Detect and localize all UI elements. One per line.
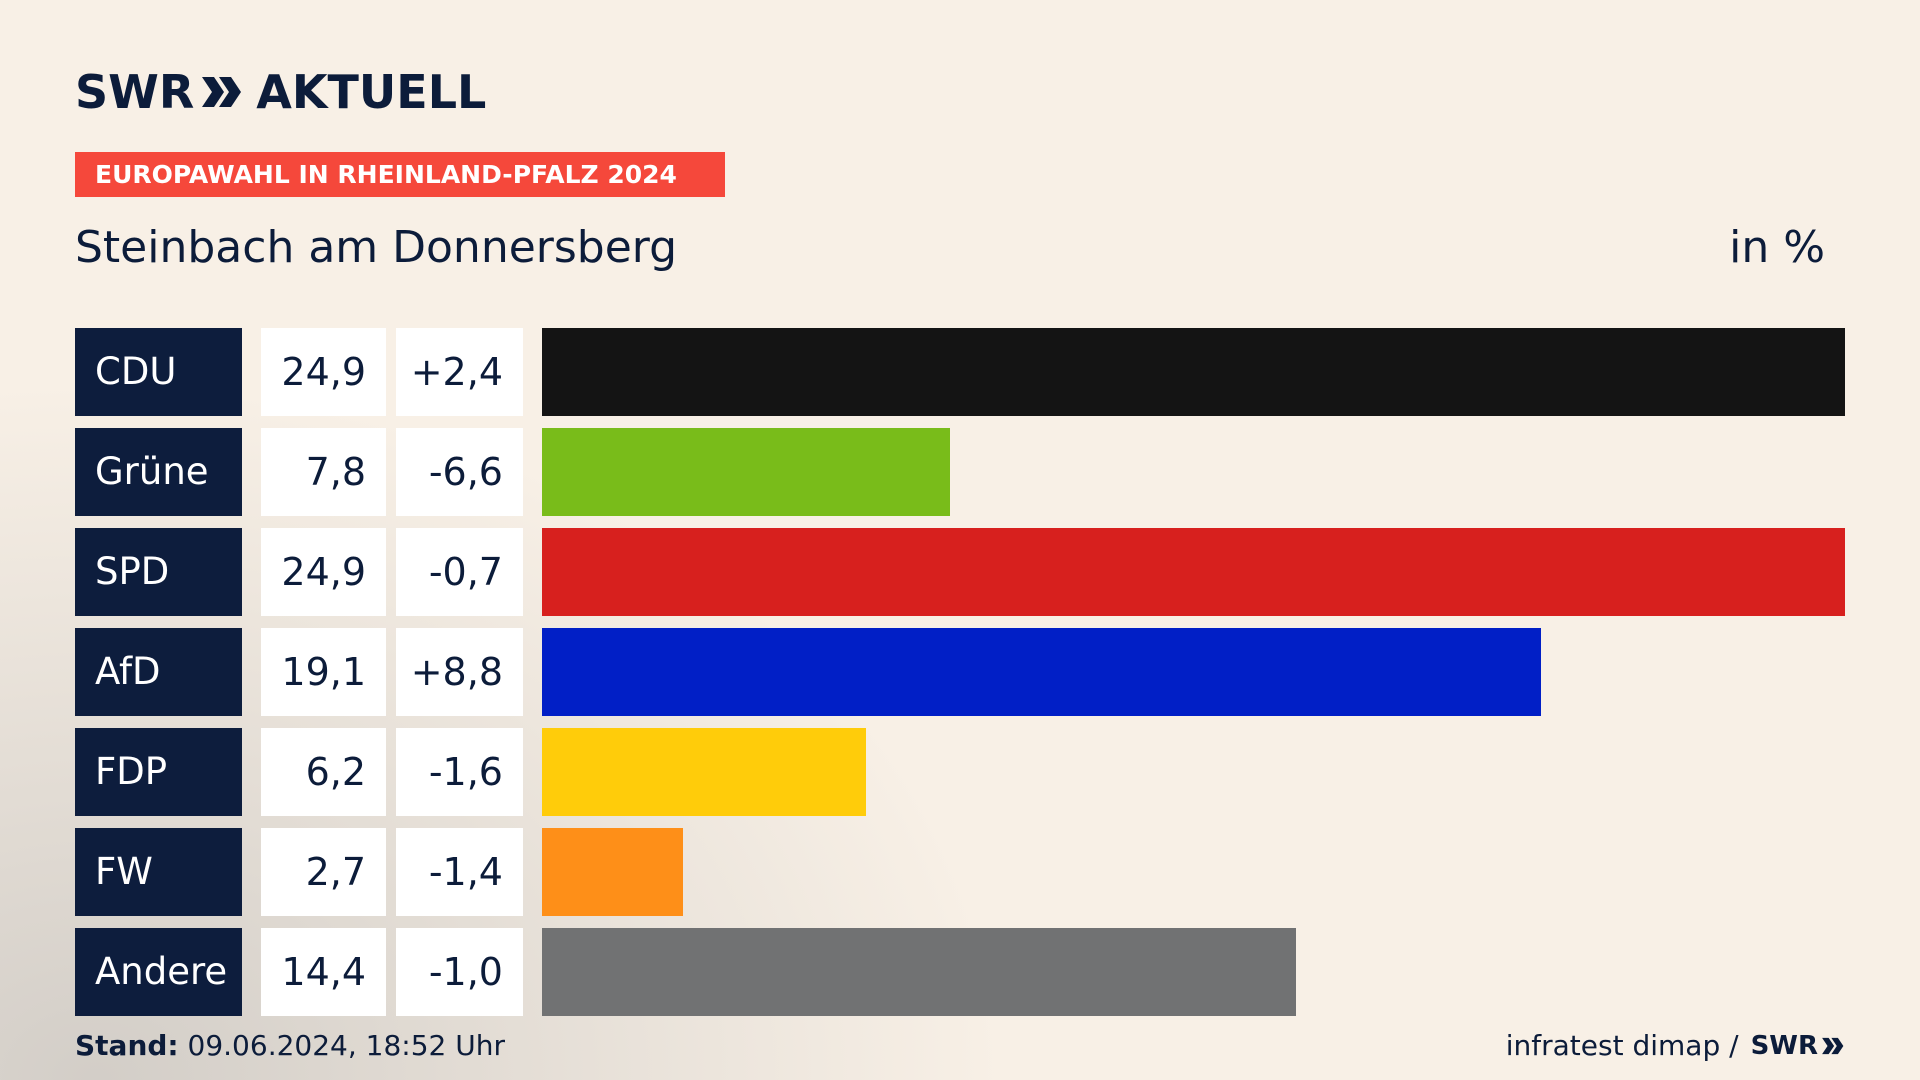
- diff-label: -1,6: [396, 728, 523, 816]
- timestamp: Stand: 09.06.2024, 18:52 Uhr: [75, 1028, 505, 1064]
- swr-small-logo: SWR: [1751, 1028, 1845, 1064]
- result-row: AfD 19,1 +8,8: [75, 628, 1845, 716]
- value-label: 14,4: [261, 928, 386, 1016]
- value-label: 24,9: [261, 328, 386, 416]
- unit-label: in %: [1729, 222, 1825, 273]
- diff-label: +8,8: [396, 628, 523, 716]
- double-chevron-icon: [202, 77, 242, 107]
- result-row: Grüne 7,8 -6,6: [75, 428, 1845, 516]
- stand-label: Stand:: [75, 1029, 179, 1062]
- source-credit: infratest dimap / SWR: [1506, 1028, 1845, 1064]
- party-label: Grüne: [75, 428, 242, 516]
- result-bar: [542, 728, 867, 816]
- result-bar: [542, 828, 684, 916]
- logo-swr-text: SWR: [75, 65, 195, 119]
- logo-aktuell-text: AKTUELL: [256, 65, 487, 119]
- value-label: 6,2: [261, 728, 386, 816]
- result-bar: [542, 928, 1296, 1016]
- diff-label: -1,4: [396, 828, 523, 916]
- result-row: CDU 24,9 +2,4: [75, 328, 1845, 416]
- stand-value: 09.06.2024, 18:52 Uhr: [187, 1029, 505, 1062]
- party-label: AfD: [75, 628, 242, 716]
- source-text: infratest dimap /: [1505, 1029, 1739, 1062]
- result-row: Andere 14,4 -1,0: [75, 928, 1845, 1016]
- result-bar: [542, 628, 1542, 716]
- result-bar: [542, 328, 1845, 416]
- diff-label: -6,6: [396, 428, 523, 516]
- election-tag: EUROPAWAHL IN RHEINLAND-PFALZ 2024: [75, 152, 725, 197]
- small-logo-text: SWR: [1750, 1031, 1818, 1061]
- party-label: SPD: [75, 528, 242, 616]
- party-label: CDU: [75, 328, 242, 416]
- diff-label: -1,0: [396, 928, 523, 1016]
- page-title: Steinbach am Donnersberg: [75, 222, 678, 273]
- value-label: 24,9: [261, 528, 386, 616]
- value-label: 2,7: [261, 828, 386, 916]
- result-row: FDP 6,2 -1,6: [75, 728, 1845, 816]
- party-label: Andere: [75, 928, 242, 1016]
- result-row: SPD 24,9 -0,7: [75, 528, 1845, 616]
- result-row: FW 2,7 -1,4: [75, 828, 1845, 916]
- small-double-chevron-icon: [1822, 1037, 1844, 1055]
- diff-label: +2,4: [396, 328, 523, 416]
- result-bar: [542, 528, 1845, 616]
- diff-label: -0,7: [396, 528, 523, 616]
- party-label: FW: [75, 828, 242, 916]
- value-label: 7,8: [261, 428, 386, 516]
- result-bar: [542, 428, 951, 516]
- swr-aktuell-logo: SWR AKTUELL: [75, 65, 487, 119]
- party-label: FDP: [75, 728, 242, 816]
- value-label: 19,1: [261, 628, 386, 716]
